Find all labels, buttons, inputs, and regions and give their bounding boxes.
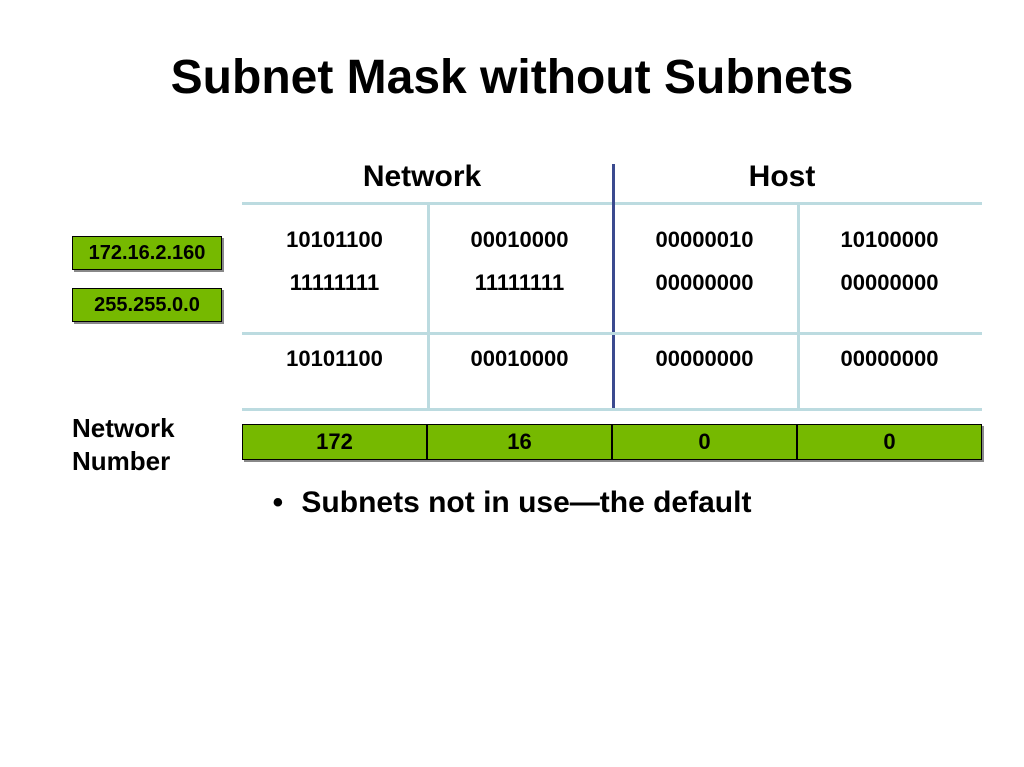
- res-bin-1: 00010000: [427, 346, 612, 372]
- header-network: Network: [242, 160, 602, 194]
- ip-bin-2: 00000010: [612, 227, 797, 253]
- result-dec-2: 0: [612, 424, 797, 460]
- res-bin-3: 00000000: [797, 346, 982, 372]
- ip-bin-0: 10101100: [242, 227, 427, 253]
- ip-bin-1: 00010000: [427, 227, 612, 253]
- mask-bin-0: 11111111: [242, 270, 427, 296]
- net-label-line1: Network: [72, 413, 175, 443]
- result-decimal-row: 172 16 0 0: [242, 424, 982, 460]
- bottom-rule: [242, 408, 982, 411]
- bullet-text: Subnets not in use—the default: [301, 486, 751, 519]
- network-number-label: Network Number: [72, 412, 175, 477]
- column-headers: Network Host: [242, 160, 962, 194]
- slide: Subnet Mask without Subnets Network Host…: [0, 0, 1024, 560]
- res-bin-2: 00000000: [612, 346, 797, 372]
- mid-rule: [242, 332, 982, 335]
- result-dec-1: 16: [427, 424, 612, 460]
- col-divider-1: [427, 202, 430, 408]
- header-host: Host: [602, 160, 962, 194]
- col-divider-3: [797, 202, 800, 408]
- mask-bin-1: 11111111: [427, 270, 612, 296]
- ip-chip: 172.16.2.160: [72, 236, 222, 270]
- ip-bin-3: 10100000: [797, 227, 982, 253]
- network-host-divider: [612, 164, 615, 408]
- bullet-line: • Subnets not in use—the default: [62, 486, 962, 520]
- mask-bin-3: 00000000: [797, 270, 982, 296]
- mask-bin-2: 00000000: [612, 270, 797, 296]
- res-bin-0: 10101100: [242, 346, 427, 372]
- slide-title: Subnet Mask without Subnets: [60, 50, 964, 105]
- mask-chip: 255.255.0.0: [72, 288, 222, 322]
- bullet-dot-icon: •: [273, 486, 284, 520]
- result-dec-3: 0: [797, 424, 982, 460]
- result-dec-0: 172: [242, 424, 427, 460]
- binary-table: 172.16.2.160 255.255.0.0 10101100 000100…: [242, 202, 982, 386]
- net-label-line2: Number: [72, 446, 170, 476]
- diagram: Network Host 172.16.2.160 255.255.0.0 10…: [62, 160, 962, 520]
